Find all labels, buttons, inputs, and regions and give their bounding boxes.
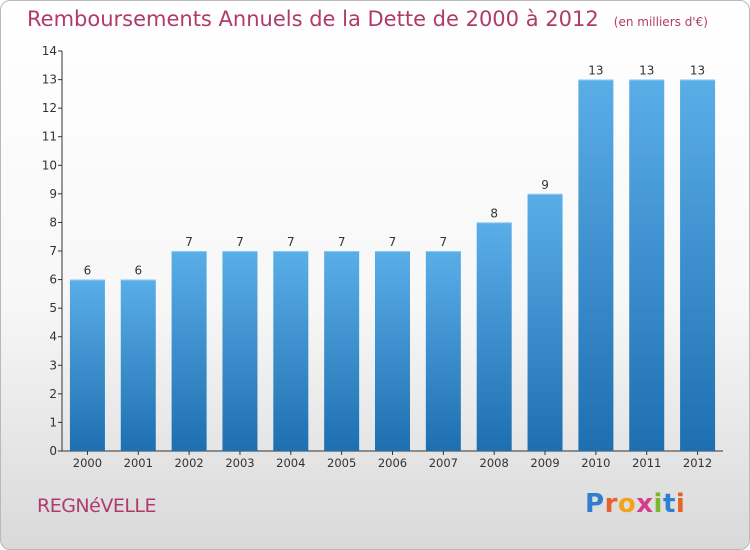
data-label: 7 bbox=[338, 235, 346, 249]
y-tick-label: 3 bbox=[49, 358, 57, 372]
bar bbox=[476, 222, 512, 451]
chart-unit: (en milliers d'€) bbox=[613, 15, 708, 29]
data-label: 13 bbox=[639, 64, 654, 78]
logo-letter: i bbox=[675, 489, 686, 519]
chart-title: Remboursements Annuels de la Dette de 20… bbox=[27, 7, 599, 31]
x-tick-label: 2003 bbox=[225, 456, 254, 470]
x-tick-label: 2002 bbox=[174, 456, 203, 470]
logo-letter: o bbox=[617, 489, 637, 519]
data-label: 13 bbox=[690, 64, 705, 78]
logo-letter: r bbox=[604, 489, 618, 519]
data-label: 7 bbox=[236, 235, 244, 249]
y-tick-label: 12 bbox=[42, 101, 57, 115]
x-tick-label: 2010 bbox=[581, 456, 610, 470]
data-label: 13 bbox=[588, 64, 603, 78]
x-tick-label: 2004 bbox=[276, 456, 305, 470]
data-label: 9 bbox=[541, 178, 549, 192]
y-tick-label: 0 bbox=[49, 444, 57, 458]
data-label: 8 bbox=[490, 206, 498, 220]
data-label: 6 bbox=[84, 264, 92, 278]
x-tick-label: 2012 bbox=[683, 456, 712, 470]
bar bbox=[578, 79, 614, 452]
y-tick-label: 13 bbox=[42, 73, 57, 87]
bar bbox=[324, 251, 360, 451]
bar bbox=[680, 79, 716, 452]
bar bbox=[629, 79, 665, 452]
y-tick-label: 6 bbox=[49, 273, 57, 287]
logo-letter: P bbox=[585, 489, 605, 519]
chart-header: Remboursements Annuels de la Dette de 20… bbox=[27, 7, 708, 31]
x-tick-label: 2011 bbox=[632, 456, 661, 470]
bar bbox=[425, 251, 461, 451]
bar bbox=[69, 279, 105, 451]
y-tick-label: 10 bbox=[42, 158, 57, 172]
y-tick-label: 14 bbox=[42, 44, 57, 58]
x-tick-label: 2005 bbox=[327, 456, 356, 470]
data-label: 7 bbox=[185, 235, 193, 249]
logo-letter: i bbox=[653, 489, 663, 519]
x-tick-label: 2000 bbox=[73, 456, 102, 470]
y-tick-label: 9 bbox=[49, 187, 57, 201]
x-tick-label: 2001 bbox=[124, 456, 153, 470]
x-tick-label: 2007 bbox=[429, 456, 458, 470]
y-tick-label: 4 bbox=[49, 330, 57, 344]
bar bbox=[171, 251, 207, 451]
logo-letter: t bbox=[662, 489, 676, 519]
logo-letter: x bbox=[636, 489, 654, 519]
data-label: 6 bbox=[134, 264, 142, 278]
y-tick-label: 2 bbox=[49, 387, 57, 401]
commune-name: REGNéVELLE bbox=[37, 495, 157, 517]
y-tick-label: 11 bbox=[42, 130, 57, 144]
bar bbox=[222, 251, 258, 451]
bar bbox=[527, 193, 563, 451]
chart-bars bbox=[69, 79, 716, 452]
y-tick-label: 1 bbox=[49, 415, 57, 429]
data-label: 7 bbox=[389, 235, 397, 249]
y-tick-label: 7 bbox=[49, 244, 57, 258]
chart-labels: 2000 6 2001 6 2002 7 2003 7 2004 7 2005 7 2006 7 2007 7… bbox=[73, 64, 712, 470]
y-tick-label: 8 bbox=[49, 215, 57, 229]
proxiti-logo: Proxiti bbox=[585, 489, 685, 519]
bar bbox=[375, 251, 410, 451]
data-label: 7 bbox=[440, 235, 448, 249]
bar bbox=[273, 251, 309, 451]
x-tick-label: 2008 bbox=[480, 456, 509, 470]
y-tick-label: 5 bbox=[49, 301, 57, 315]
x-tick-label: 2009 bbox=[530, 456, 559, 470]
x-tick-label: 2006 bbox=[378, 456, 407, 470]
data-label: 7 bbox=[287, 235, 295, 249]
bar bbox=[120, 279, 156, 451]
